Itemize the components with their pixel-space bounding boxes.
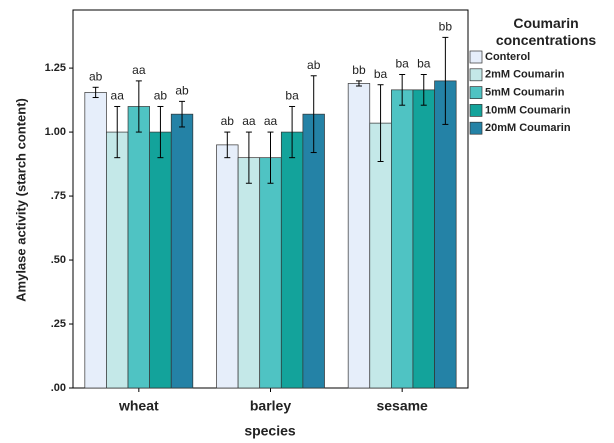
significance-letter: ba	[417, 57, 431, 71]
bar	[259, 157, 282, 389]
legend-swatch	[469, 86, 483, 99]
y-tick-label: .50	[51, 254, 66, 266]
significance-letter: ab	[221, 114, 235, 128]
significance-letter: ab	[307, 58, 321, 72]
x-tick-label: wheat	[118, 398, 159, 414]
bar	[84, 92, 107, 389]
significance-letter: bb	[439, 20, 453, 34]
significance-letter: aa	[242, 114, 256, 128]
y-tick-label: .75	[51, 190, 66, 202]
significance-letter: bb	[352, 63, 366, 77]
bar	[237, 157, 261, 389]
y-tick-label: .25	[51, 318, 66, 330]
significance-letter: ba	[374, 67, 388, 81]
bar	[216, 144, 239, 389]
bar	[434, 80, 457, 389]
bar	[347, 83, 371, 389]
significance-letter: aa	[264, 114, 278, 128]
significance-letter: ab	[154, 89, 168, 103]
significance-letter: aa	[132, 63, 146, 77]
significance-letter: ab	[89, 69, 103, 83]
bar	[412, 89, 435, 389]
bar	[302, 113, 325, 389]
legend-swatch	[469, 121, 483, 135]
bar	[280, 131, 304, 389]
significance-letter: ab	[175, 84, 189, 98]
significance-letter: aa	[111, 89, 125, 103]
y-axis-label: Amylase activity (starch content)	[13, 98, 28, 302]
legend-label: 20mM Coumarin	[485, 122, 571, 134]
x-axis-label: species	[244, 423, 296, 439]
legend-label: 5mM Coumarin	[485, 87, 565, 99]
legend-label: Conterol	[485, 51, 530, 63]
x-tick-label: sesame	[376, 398, 428, 414]
legend-label: 2mM Coumarin	[485, 69, 565, 81]
bar	[149, 131, 172, 389]
bar	[369, 122, 392, 389]
y-tick-label: 1.25	[45, 62, 66, 74]
legend-title: Coumarin concentrations	[495, 15, 597, 48]
bar	[391, 89, 414, 389]
legend-swatch	[469, 50, 483, 64]
legend-swatch	[469, 104, 483, 117]
bar	[170, 113, 194, 389]
legend-label: 10mM Coumarin	[485, 104, 571, 116]
x-tick-label: barley	[250, 398, 291, 414]
significance-letter: ba	[395, 57, 409, 71]
bar	[106, 131, 129, 389]
bar	[127, 106, 150, 389]
significance-letter: ba	[285, 89, 299, 103]
y-tick-label: .00	[51, 382, 66, 394]
y-tick-label: 1.00	[45, 126, 66, 138]
legend-swatch	[469, 68, 483, 82]
